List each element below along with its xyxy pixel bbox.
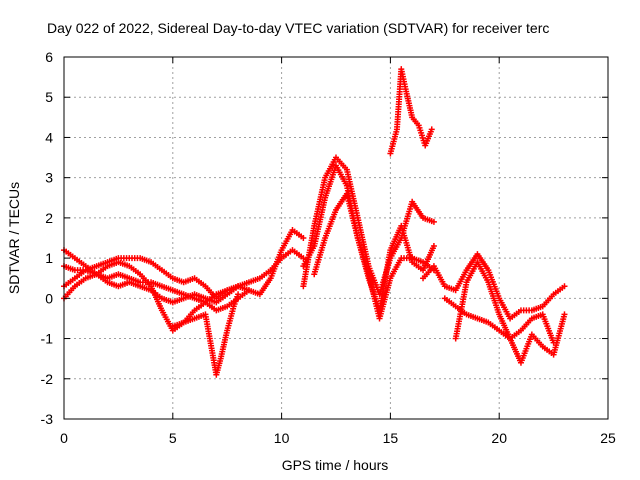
data-point xyxy=(428,126,435,133)
series-pass-d xyxy=(61,263,252,314)
y-tick-label: 5 xyxy=(45,89,53,105)
x-axis: 0 5 10 15 20 25 xyxy=(60,57,616,446)
x-tick-label: 20 xyxy=(491,430,507,446)
data-point xyxy=(550,339,557,346)
data-point xyxy=(235,291,242,298)
y-tick-label: 0 xyxy=(45,290,53,306)
series-pass-j xyxy=(420,251,568,322)
series-pass-l xyxy=(441,295,557,346)
y-tick-label: 4 xyxy=(45,129,53,145)
data-point xyxy=(245,287,252,294)
data-point xyxy=(430,218,437,225)
y-axis: -3 -2 -1 0 1 2 3 4 5 6 xyxy=(41,49,608,427)
y-tick-label: -1 xyxy=(41,331,54,347)
y-tick-label: -2 xyxy=(41,371,54,387)
data-point xyxy=(300,235,307,241)
y-tick-label: 2 xyxy=(45,210,53,226)
x-tick-label: 25 xyxy=(600,430,616,446)
data-point xyxy=(561,283,568,290)
x-tick-label: 5 xyxy=(169,430,177,446)
series-pass-i xyxy=(387,66,435,157)
y-axis-label: SDTVAR / TECUs xyxy=(6,182,22,294)
plot-frame xyxy=(63,56,609,420)
chart-title: Day 022 of 2022, Sidereal Day-to-day VTE… xyxy=(47,20,549,36)
x-axis-label: GPS time / hours xyxy=(282,457,389,473)
grid xyxy=(64,57,608,419)
data-points xyxy=(61,66,568,378)
y-tick-label: -3 xyxy=(41,411,54,427)
y-tick-label: 6 xyxy=(45,49,53,65)
series-pass-g xyxy=(300,154,437,298)
y-tick-label: 1 xyxy=(45,250,53,266)
data-point xyxy=(561,311,568,318)
data-point xyxy=(430,243,437,250)
x-tick-label: 10 xyxy=(274,430,290,446)
series-pass-k xyxy=(452,259,568,366)
y-tick-label: 3 xyxy=(45,170,53,186)
x-tick-label: 15 xyxy=(383,430,399,446)
x-tick-label: 0 xyxy=(60,430,68,446)
data-point xyxy=(235,283,242,290)
data-point xyxy=(300,255,307,262)
series-pass-e xyxy=(169,291,242,378)
